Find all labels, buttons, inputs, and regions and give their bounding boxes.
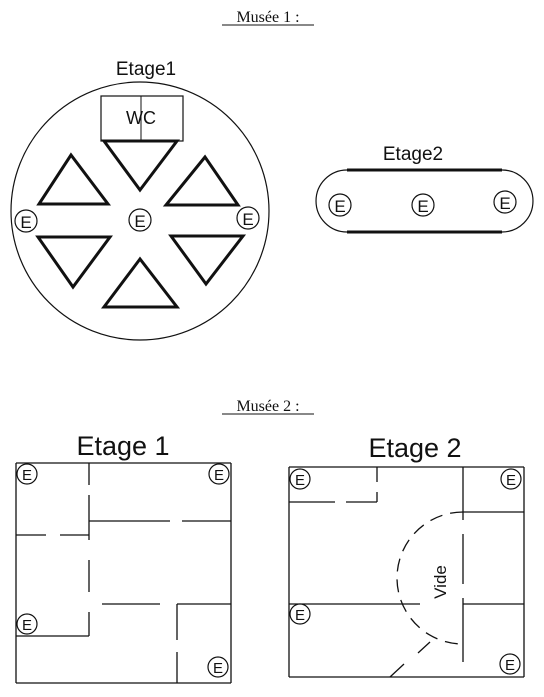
museum1-floor1-plan: Etage1 WC E E E [10,59,270,341]
museum1-floor1-label: Etage1 [116,59,176,80]
wc-label: WC [126,108,156,128]
museum2-floor2-entrance-top-left: E [289,468,311,490]
display-triangle-upper-left [36,152,112,206]
svg-text:E: E [134,212,145,231]
museum2-floor1-walls [15,462,232,684]
svg-text:E: E [295,607,305,624]
svg-text:E: E [22,617,32,634]
museum1-heading: Musée 1 : [236,9,299,26]
museum2-floor2-walls [288,466,525,678]
wc-room [100,95,184,142]
svg-text:E: E [505,657,515,674]
display-triangle-lower-left [35,235,113,290]
display-triangle-upper-right [162,154,241,207]
museum2-floor2-plan: Etage 2 Vide [288,433,525,678]
svg-text:E: E [214,467,224,484]
museum2-floor2-label: Etage 2 [368,433,461,463]
svg-text:E: E [213,660,223,677]
svg-text:E: E [417,197,428,216]
museum2-floor2-entrance-bottom-right: E [499,653,521,675]
museum1-floor1-entrance-center: E [128,208,152,232]
museum1-floor2-entrance-left: E [328,193,352,217]
svg-text:E: E [295,472,305,489]
svg-text:E: E [20,213,31,232]
display-triangle-bottom [101,256,181,309]
museum1-floor2-label: Etage2 [383,144,443,165]
svg-text:E: E [506,472,516,489]
void-area-outline [396,511,464,645]
museum1-floor2-plan: Etage2 E E E [315,144,534,234]
museum1-floor1-entrance-left: E [14,209,38,233]
display-triangle-top [101,139,181,193]
museum2-heading: Musée 2 : [236,398,299,415]
museum2-floor1-entrance-top-right: E [208,463,230,485]
svg-text:E: E [242,210,253,229]
museum2-floor2-entrance-left: E [289,603,311,625]
svg-text:E: E [499,194,510,213]
museum1-floor1-outline [10,81,270,341]
museum2-floor1-label: Etage 1 [76,431,169,461]
museum1-floor2-entrance-center: E [411,193,435,217]
svg-text:E: E [334,197,345,216]
museum2-floor1-entrance-top-left: E [16,463,38,485]
museum2-floor1-entrance-left: E [16,613,38,635]
void-label: Vide [431,565,450,599]
museum2-floor1-entrance-bottom-right: E [207,656,229,678]
museum1-floor2-entrance-right: E [493,190,517,214]
museum2-floor2-entrance-top-right: E [500,468,522,490]
museum2-floor1-plan: Etage 1 E [15,431,232,684]
display-triangle-lower-right [168,234,247,287]
museum1-floor1-entrance-right: E [236,206,260,230]
svg-text:E: E [22,467,32,484]
